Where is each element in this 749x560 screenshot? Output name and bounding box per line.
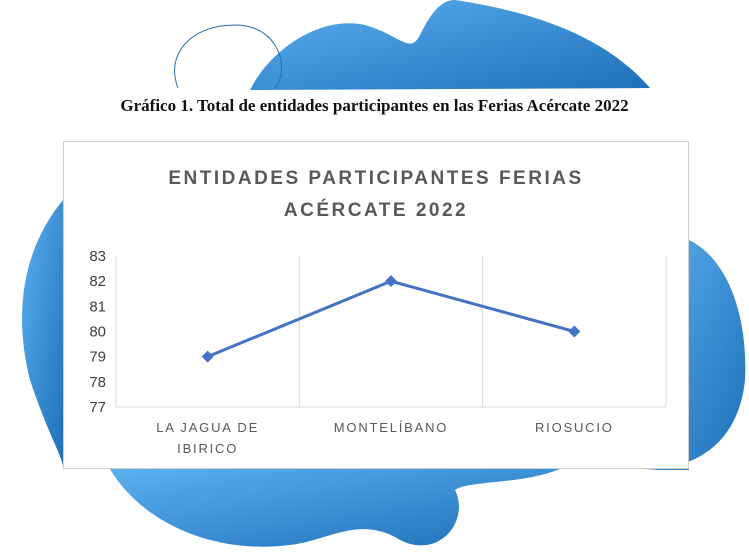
blob-top: [250, 0, 650, 90]
x-tick-label: RIOSUCIO: [535, 420, 614, 435]
y-tick-label: 81: [89, 298, 106, 315]
blob-outline: [174, 24, 282, 89]
blob-bottom: [110, 469, 560, 547]
chart-container: ENTIDADES PARTICIPANTES FERIAS ACÉRCATE …: [63, 141, 689, 469]
document-caption: Gráfico 1. Total de entidades participan…: [120, 96, 629, 115]
series-line: [207, 279, 575, 359]
y-tick-label: 79: [89, 349, 106, 366]
data-point-marker: [568, 325, 581, 338]
y-tick-label: 80: [89, 324, 106, 341]
y-tick-label: 83: [89, 248, 106, 265]
x-tick-label: LA JAGUA DE: [156, 420, 259, 435]
data-point-marker: [385, 275, 397, 288]
chart-title-line-2: ACÉRCATE 2022: [284, 199, 468, 221]
y-tick-label: 78: [89, 374, 106, 391]
plot-area: 83 82 81 80 79 78 77 LA JAGUA DE IBIRICO MONTELÍB…: [89, 248, 667, 456]
x-tick-label: MONTELÍBANO: [334, 420, 448, 435]
x-tick-label: IBIRICO: [177, 441, 238, 456]
y-tick-label: 82: [89, 273, 106, 290]
data-point-marker: [201, 350, 214, 363]
y-tick-label: 77: [89, 399, 106, 416]
blob-left: [22, 200, 64, 470]
line-chart: ENTIDADES PARTICIPANTES FERIAS ACÉRCATE …: [89, 168, 667, 456]
blob-right: [640, 240, 746, 470]
chart-title-line-1: ENTIDADES PARTICIPANTES FERIAS: [168, 168, 583, 189]
